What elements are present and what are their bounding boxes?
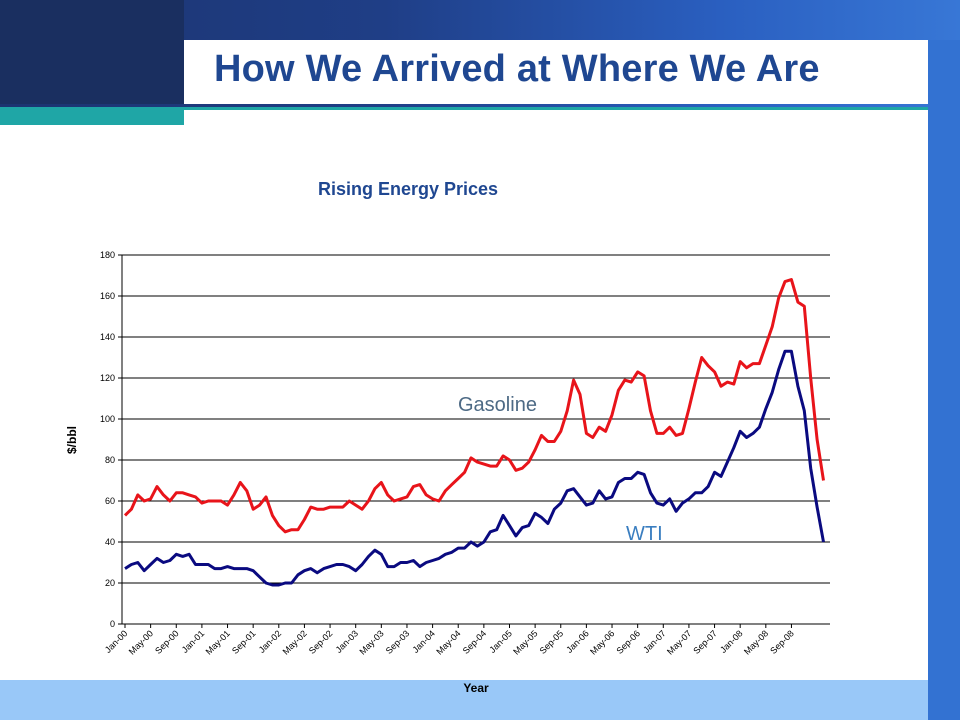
header-teal-line: [0, 107, 960, 110]
x-tick-label: Sep-07: [691, 628, 719, 656]
x-tick-label: Sep-01: [230, 628, 258, 656]
x-axis-label: Year: [463, 681, 489, 695]
y-axis-ticks: 0 20 40 60 80 100 120 140 160 180: [100, 250, 122, 629]
x-tick-label: May-04: [434, 628, 462, 656]
x-tick-label: Sep-05: [538, 628, 566, 656]
y-tick-label: 180: [100, 250, 115, 260]
x-tick-label: May-01: [204, 628, 232, 656]
x-tick-label: Jan-03: [334, 628, 361, 655]
header-teal-block: [0, 110, 184, 125]
chart-title: Rising Energy Prices: [318, 179, 499, 199]
x-tick-label: May-03: [357, 628, 385, 656]
y-tick-label: 0: [110, 619, 115, 629]
x-tick-label: Jan-05: [487, 628, 514, 655]
series-label-wti: WTI: [626, 523, 663, 545]
y-tick-label: 140: [100, 332, 115, 342]
content-area: [0, 125, 928, 680]
series-line-wti: [124, 349, 825, 587]
chart-series: Gasoline WTI: [123, 278, 825, 587]
x-tick-label: May-02: [281, 628, 309, 656]
right-accent-bar: [928, 40, 960, 720]
slide-title: How We Arrived at Where We Are: [214, 48, 820, 90]
y-axis-label: $/bbl: [65, 426, 79, 454]
x-tick-label: Sep-03: [384, 628, 412, 656]
x-tick-label: Jan-08: [718, 628, 745, 655]
x-tick-label: Sep-00: [153, 628, 181, 656]
x-tick-label: May-00: [127, 628, 155, 656]
y-tick-label: 120: [100, 373, 115, 383]
footer-band: [0, 680, 928, 720]
title-panel: [184, 40, 928, 104]
x-tick-label: Jan-04: [410, 628, 437, 655]
x-tick-label: May-06: [588, 628, 616, 656]
y-tick-label: 100: [100, 414, 115, 424]
x-tick-label: May-07: [665, 628, 693, 656]
x-tick-label: Sep-02: [307, 628, 335, 656]
x-tick-label: Sep-04: [461, 628, 489, 656]
x-tick-label: Jan-07: [641, 628, 668, 655]
x-tick-label: Jan-00: [103, 628, 130, 655]
header-dark-block: [0, 0, 184, 104]
chart-gridlines: [121, 254, 830, 625]
x-tick-label: Jan-06: [564, 628, 591, 655]
x-tick-label: Jan-02: [257, 628, 284, 655]
y-tick-label: 20: [105, 578, 115, 588]
series-label-gasoline: Gasoline: [458, 394, 537, 416]
x-tick-label: May-08: [742, 628, 770, 656]
x-tick-label: Jan-01: [180, 628, 207, 655]
x-tick-label: May-05: [511, 628, 539, 656]
y-tick-label: 40: [105, 537, 115, 547]
y-tick-label: 160: [100, 291, 115, 301]
series-line-gasoline: [123, 278, 825, 534]
y-tick-label: 80: [105, 455, 115, 465]
x-tick-label: Sep-06: [614, 628, 642, 656]
y-tick-label: 60: [105, 496, 115, 506]
x-tick-label: Sep-08: [768, 628, 796, 656]
